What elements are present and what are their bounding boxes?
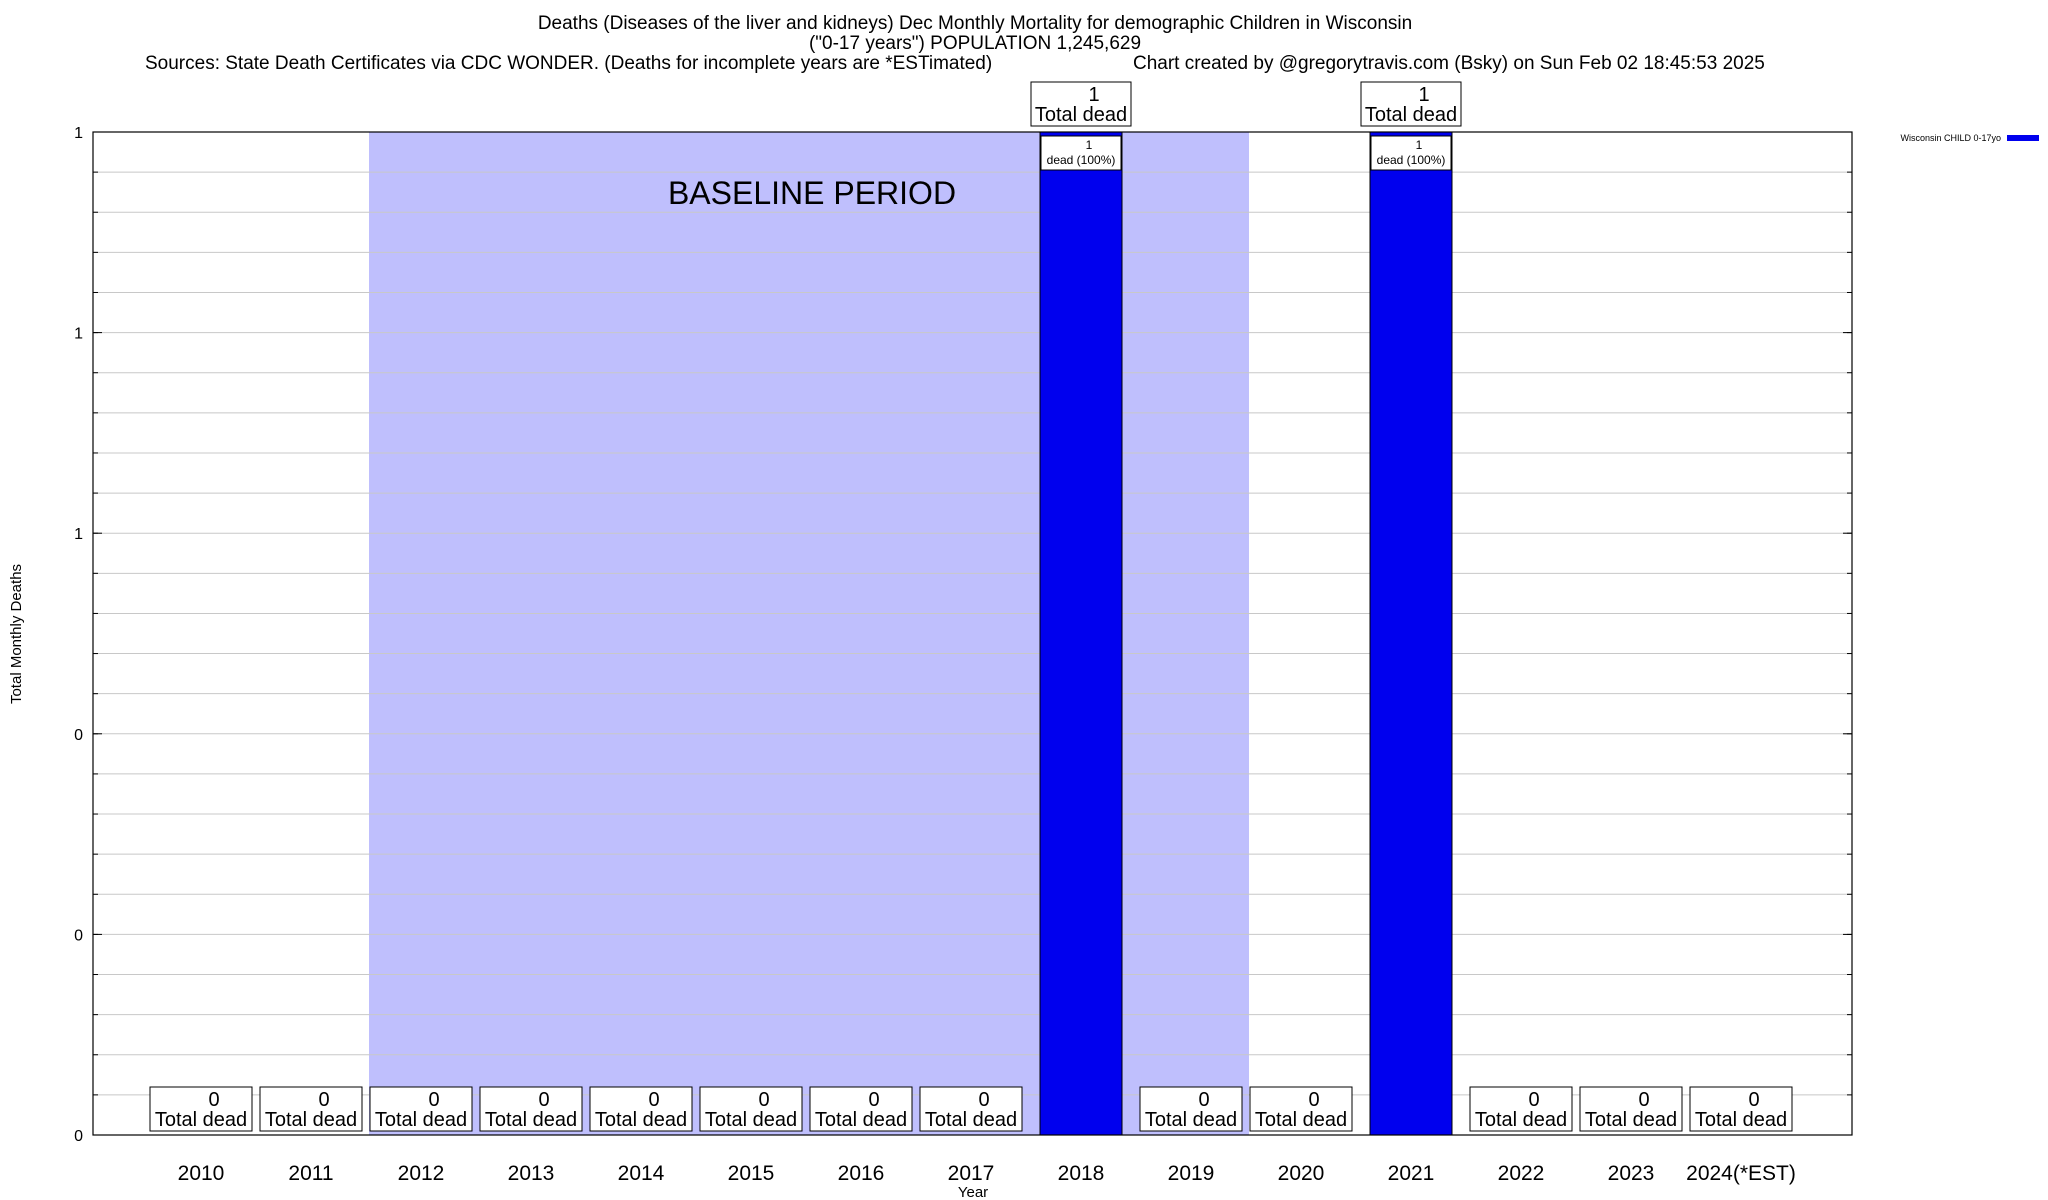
x-tick-label: 2020 (1278, 1162, 1325, 1185)
bar-value-suffix: Total dead (1695, 1109, 1787, 1131)
bar-value-suffix: Total dead (1255, 1109, 1347, 1131)
bar-inner-value: 1 (1416, 138, 1423, 152)
bar-value-box (1360, 81, 1462, 127)
bar-value-box (479, 1086, 583, 1132)
baseline-label: BASELINE PERIOD (668, 175, 956, 211)
bar-value-label: 1 (1088, 84, 1099, 106)
bar-value-label: 0 (648, 1089, 659, 1111)
bar-value-label: 0 (1748, 1089, 1759, 1111)
bar-value-suffix: Total dead (1145, 1109, 1237, 1131)
x-tick-label: 2024(*EST) (1686, 1162, 1796, 1185)
y-tick-label: 0 (74, 1128, 83, 1145)
x-tick-label: 2022 (1498, 1162, 1545, 1185)
bar-value-box (1579, 1086, 1683, 1132)
x-axis-title: Year (958, 1184, 988, 1200)
bar-value-suffix: Total dead (1365, 104, 1457, 126)
bar-value-box (1030, 81, 1132, 127)
bar-value-box (1689, 1086, 1793, 1132)
bar (1369, 131, 1453, 1136)
bar-value-suffix: Total dead (705, 1109, 797, 1131)
x-tick-label: 2017 (948, 1162, 995, 1185)
bar-value-suffix: Total dead (1035, 104, 1127, 126)
bar-inner-suffix: dead (100%) (1047, 153, 1116, 167)
bar-value-label: 0 (1528, 1089, 1539, 1111)
x-tick-label: 2016 (838, 1162, 885, 1185)
bar-value-suffix: Total dead (155, 1109, 247, 1131)
bar-value-box (1139, 1086, 1243, 1132)
plot-frame (92, 131, 1853, 1136)
x-tick-label: 2012 (398, 1162, 445, 1185)
bar-value-suffix: Total dead (925, 1109, 1017, 1131)
bar-value-label: 0 (538, 1089, 549, 1111)
bar-value-box (369, 1086, 473, 1132)
bar-value-suffix: Total dead (595, 1109, 687, 1131)
bar-value-box (589, 1086, 693, 1132)
bar-value-box (1469, 1086, 1573, 1132)
x-tick-label: 2023 (1608, 1162, 1655, 1185)
bar-value-suffix: Total dead (265, 1109, 357, 1131)
bar-value-box (699, 1086, 803, 1132)
y-tick-label: 0 (74, 727, 83, 744)
x-tick-label: 2018 (1058, 1162, 1105, 1185)
bar-value-suffix: Total dead (485, 1109, 577, 1131)
legend-label: Wisconsin CHILD 0-17yo (1900, 133, 2001, 143)
y-tick-label: 1 (74, 526, 83, 543)
bar-value-label: 0 (318, 1089, 329, 1111)
y-tick-label: 1 (74, 326, 83, 343)
chart-title-line2: ("0-17 years") POPULATION 1,245,629 (808, 33, 1142, 54)
x-tick-label: 2014 (618, 1162, 665, 1185)
bar-value-box (149, 1086, 253, 1132)
bar-value-box (919, 1086, 1023, 1132)
legend-swatch (2007, 135, 2039, 141)
bar-value-label: 0 (1308, 1089, 1319, 1111)
x-tick-label: 2019 (1168, 1162, 1215, 1185)
x-tick-label: 2021 (1388, 1162, 1435, 1185)
bar-value-label: 0 (1638, 1089, 1649, 1111)
bar (1039, 131, 1123, 1136)
chart-title-line1: Deaths (Diseases of the liver and kidney… (537, 13, 1413, 34)
x-tick-label: 2011 (288, 1162, 333, 1185)
x-tick-label: 2015 (728, 1162, 775, 1185)
bar-value-box (259, 1086, 363, 1132)
x-tick-label: 2013 (508, 1162, 555, 1185)
x-tick-label: 2010 (178, 1162, 225, 1185)
y-tick-label: 1 (74, 125, 83, 142)
y-axis-title: Total Monthly Deaths (8, 564, 25, 704)
bar-value-suffix: Total dead (375, 1109, 467, 1131)
bar-inner-value: 1 (1086, 138, 1093, 152)
bar-value-box (809, 1086, 913, 1132)
bar-value-label: 0 (208, 1089, 219, 1111)
bar-value-label: 0 (978, 1089, 989, 1111)
bar-inner-suffix: dead (100%) (1377, 153, 1446, 167)
bar-value-label: 0 (1198, 1089, 1209, 1111)
bar-value-label: 0 (868, 1089, 879, 1111)
y-tick-label: 0 (74, 927, 83, 944)
chart-sources: Sources: State Death Certificates via CD… (145, 53, 993, 74)
bar-value-suffix: Total dead (815, 1109, 907, 1131)
bar-value-box (1249, 1086, 1353, 1132)
bar-inner-box (1370, 135, 1452, 171)
bar-inner-box (1040, 135, 1122, 171)
bar-value-label: 0 (758, 1089, 769, 1111)
bar-value-label: 0 (428, 1089, 439, 1111)
bar-value-suffix: Total dead (1475, 1109, 1567, 1131)
chart-credit: Chart created by @gregorytravis.com (Bsk… (1133, 53, 1765, 74)
bar-value-suffix: Total dead (1585, 1109, 1677, 1131)
bar-value-label: 1 (1418, 84, 1429, 106)
